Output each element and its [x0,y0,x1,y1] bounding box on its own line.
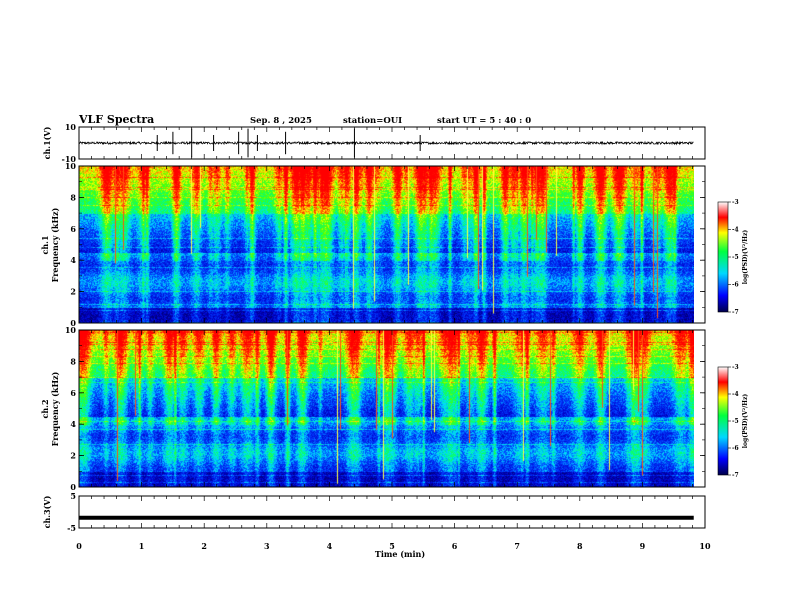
ch1-waveform-panel [78,128,694,158]
ch1-colorbar-gradient [717,201,729,313]
ch2-colorbar: log(PSD)(V²/Hz) -3 -4 -5 -6 -7 [717,364,749,479]
y-tick-label: 2 [70,287,76,297]
ch2-spec-channel-label: ch.2 [40,399,50,418]
ch1-spec-channel-label: ch.1 [40,235,50,254]
y-tick-label: 8 [70,356,76,366]
ch3-ylabel: ch.3(V) [42,495,52,528]
figure-title: VLF Spectra [78,113,154,126]
colorbar-tick-label: -7 [732,309,739,316]
y-tick-label: 10 [65,161,77,171]
ch1-ylabel: ch.1(V) [42,126,52,159]
ch1-spectrogram-image [79,166,694,323]
y-tick-label: 10 [65,122,77,132]
y-tick-label: 8 [70,192,76,202]
y-tick-label: -5 [67,523,76,533]
x-tick-label: 8 [577,541,583,551]
y-tick-label: 6 [70,388,76,398]
ch2-spectrogram-panel [79,330,694,487]
colorbar-tick-label: -7 [732,472,739,479]
y-tick-label: 10 [65,325,77,335]
colorbar-tick-label: -5 [732,418,739,425]
ch2-spec-ylabel: Frequency (kHz) [50,371,60,446]
x-tick-label: 1 [139,541,145,551]
x-tick-label: 2 [201,541,207,551]
ch1-colorbar-label: log(PSD)(V²/Hz) [742,230,749,285]
y-tick-label: 6 [70,224,76,234]
y-tick-label: 4 [70,255,76,265]
start-ut-label: start UT = 5 : 40 : 0 [437,116,531,126]
colorbar-tick-label: -4 [732,227,739,234]
colorbar-tick-label: -4 [732,391,739,398]
y-tick-label: 0 [70,482,76,492]
y-tick-label: 4 [70,419,76,429]
y-tick-label: 2 [70,451,76,461]
x-tick-label: 4 [327,541,333,551]
x-tick-label: 5 [389,541,395,551]
y-tick-label: -10 [62,154,77,164]
ch1-waveform-trace [78,140,694,146]
colorbar-tick-label: -6 [732,445,739,452]
y-tick-label: 5 [70,491,76,501]
ch2-colorbar-gradient [717,366,729,476]
x-axis-label: Time (min) [375,549,425,559]
x-tick-label: 6 [452,541,458,551]
ch1-colorbar: log(PSD)(V²/Hz) -3 -4 -5 -6 -7 [717,199,749,316]
colorbar-tick-label: -6 [732,282,739,289]
ch2-colorbar-label: log(PSD)(V²/Hz) [742,394,749,449]
x-tick-label: 0 [76,541,82,551]
ch1-spec-ylabel: Frequency (kHz) [50,207,60,282]
colorbar-tick-label: -3 [732,199,739,206]
ch2-spectrogram-image [79,330,694,487]
x-tick-label: 7 [514,541,520,551]
x-tick-label: 10 [699,541,711,551]
ch1-spectrogram-panel [79,166,694,323]
date-label: Sep. 8 , 2025 [250,116,312,126]
x-tick-label: 9 [640,541,646,551]
y-tick-label: 0 [70,318,76,328]
colorbar-tick-label: -3 [732,364,739,371]
x-tick-label: 3 [264,541,270,551]
colorbar-tick-label: -5 [732,254,739,261]
station-label: station=OUI [343,116,402,126]
